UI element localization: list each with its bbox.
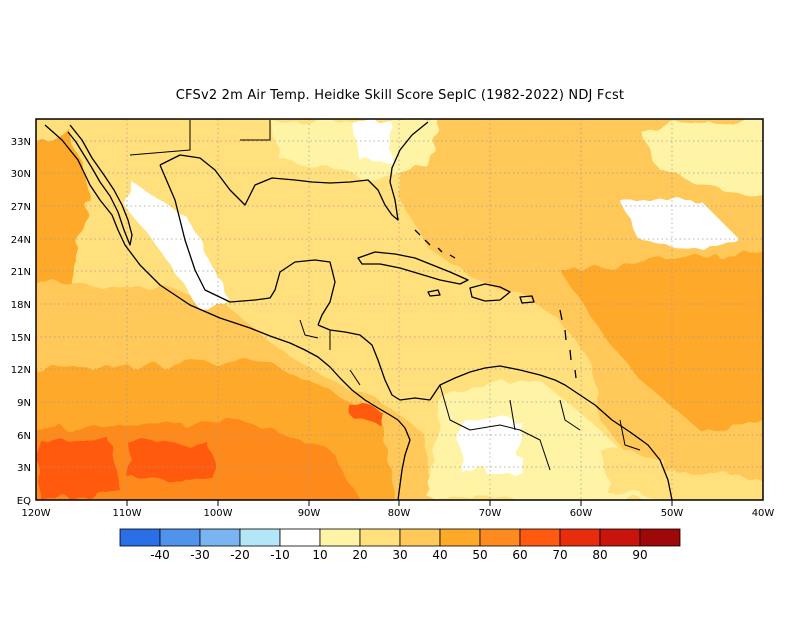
x-tick-label: 50W bbox=[661, 508, 684, 519]
y-tick-label: 24N bbox=[11, 235, 31, 246]
colorbar-swatch bbox=[199, 528, 241, 547]
y-tick-label: 18N bbox=[11, 300, 31, 311]
x-tick-label: 120W bbox=[22, 508, 51, 519]
x-tick-label: 70W bbox=[479, 508, 502, 519]
x-tick-label: 80W bbox=[388, 508, 411, 519]
x-tick-label: 110W bbox=[113, 508, 142, 519]
y-tick-label: 15N bbox=[11, 333, 31, 344]
central-america-caribbean-coast bbox=[317, 324, 431, 401]
y-tick-label: 27N bbox=[11, 202, 31, 213]
colorbar-label: 70 bbox=[552, 548, 567, 562]
y-tick-label: 21N bbox=[11, 267, 31, 278]
x-tick-label: 90W bbox=[298, 508, 321, 519]
puerto-rico-island bbox=[519, 295, 535, 304]
colorbar-swatch bbox=[599, 528, 641, 547]
gridlines bbox=[36, 119, 763, 500]
colorbar-label: 10 bbox=[312, 548, 327, 562]
hispaniola-island bbox=[469, 283, 511, 302]
colorbar-swatch bbox=[279, 528, 321, 547]
colorbar-label: -10 bbox=[270, 548, 290, 562]
map-title: CFSv2 2m Air Temp. Heidke Skill Score Se… bbox=[175, 88, 625, 103]
y-tick-label: EQ bbox=[17, 496, 31, 507]
colorbar-swatch bbox=[639, 528, 681, 547]
colorbar-label: 20 bbox=[352, 548, 367, 562]
x-tick-label: 40W bbox=[752, 508, 775, 519]
mexico-gulf-coast bbox=[159, 164, 336, 326]
us-gulf-coast bbox=[159, 121, 429, 221]
colorbar-swatch bbox=[359, 528, 401, 547]
y-axis-labels: EQ 3N 6N 9N 12N 15N 18N 21N 24N 27N 30N … bbox=[11, 137, 31, 507]
south-america-north-coast bbox=[429, 365, 673, 500]
colorbar-swatch bbox=[319, 528, 361, 547]
colorbar-label: -20 bbox=[230, 548, 250, 562]
colorbar-swatch bbox=[399, 528, 441, 547]
colorbar-swatch bbox=[519, 528, 561, 547]
x-tick-label: 60W bbox=[570, 508, 593, 519]
y-tick-label: 3N bbox=[17, 463, 31, 474]
y-tick-label: 12N bbox=[11, 365, 31, 376]
colorbar-label: 30 bbox=[392, 548, 407, 562]
bahamas-islands bbox=[414, 229, 456, 259]
colorbar-label: 40 bbox=[432, 548, 447, 562]
colorbar-label: 50 bbox=[472, 548, 487, 562]
colorbar-swatch bbox=[119, 528, 161, 547]
jamaica-island bbox=[427, 289, 441, 297]
baja-california-coast bbox=[67, 124, 133, 246]
lesser-antilles bbox=[559, 309, 577, 379]
y-tick-label: 9N bbox=[17, 398, 31, 409]
colorbar-label: 60 bbox=[512, 548, 527, 562]
colorbar-swatch bbox=[159, 528, 201, 547]
colorbar-swatch bbox=[479, 528, 521, 547]
colorbar-label: -30 bbox=[190, 548, 210, 562]
x-axis-labels: 120W 110W 100W 90W 80W 70W 60W 50W 40W bbox=[22, 508, 775, 519]
y-tick-label: 6N bbox=[17, 431, 31, 442]
colorbar-swatch bbox=[239, 528, 281, 547]
tick-marks bbox=[126, 500, 673, 506]
colorbar-swatch bbox=[439, 528, 481, 547]
colorbar-label: 80 bbox=[592, 548, 607, 562]
colorbar-label: -40 bbox=[150, 548, 170, 562]
mexico-central-america-pacific-coast bbox=[44, 124, 411, 500]
country-borders bbox=[129, 120, 641, 471]
y-tick-label: 33N bbox=[11, 137, 31, 148]
colorbar-label: 90 bbox=[632, 548, 647, 562]
x-tick-label: 100W bbox=[204, 508, 233, 519]
skill-field bbox=[36, 119, 763, 500]
colorbar: -40 -30 -20 -10 10 20 30 40 50 60 70 80 90 bbox=[119, 528, 681, 562]
colorbar-swatch bbox=[559, 528, 601, 547]
cuba-island bbox=[357, 251, 469, 285]
y-tick-label: 30N bbox=[11, 169, 31, 180]
